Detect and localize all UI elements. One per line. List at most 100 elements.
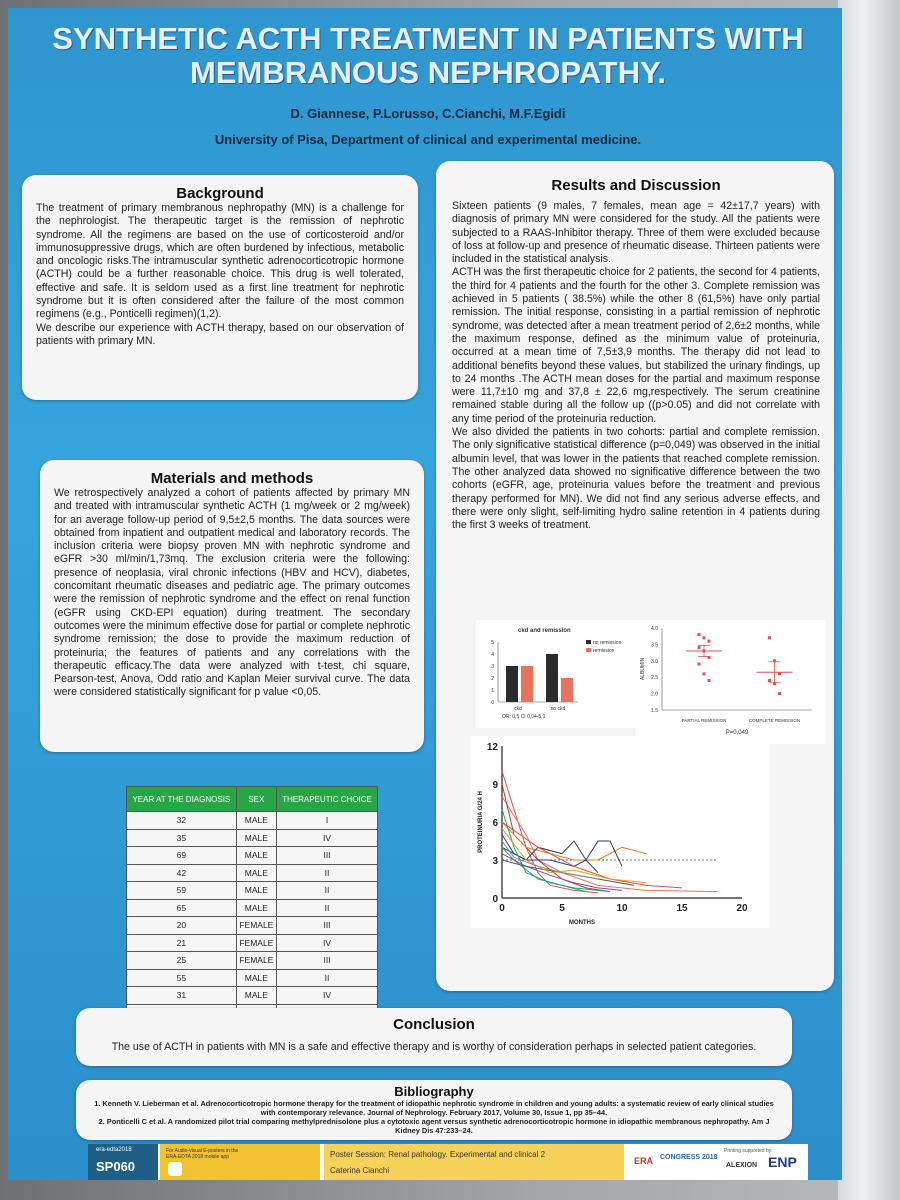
table-cell: III (276, 951, 378, 970)
y-tick-label: 2.0 (651, 692, 658, 698)
table-cell: 65 (126, 898, 237, 917)
y-tick-label: 1 (491, 688, 494, 694)
poster-board-frame (838, 0, 900, 1200)
poster-footer: era-edta2018 SP060 For Audio-visual E-po… (88, 1144, 808, 1180)
table-row: 20 FEMALE III (126, 916, 378, 935)
poster-authors: D. Giannese, P.Lorusso, C.Cianchi, M.F.E… (290, 106, 566, 121)
table-cell: FEMALE (235, 951, 278, 970)
x-tick-label: 0 (499, 903, 505, 914)
table-cell: II (276, 881, 378, 900)
table-cell: 59 (126, 881, 237, 900)
table-row: 69 MALE III (126, 846, 378, 865)
legend-swatch (586, 640, 591, 644)
table-row: 65 MALE II (126, 898, 378, 917)
table-row: 21 FEMALE IV (126, 933, 378, 952)
y-tick-label: 2.5 (651, 675, 658, 681)
y-axis-label: ALBUMIN (640, 658, 646, 681)
poster-code: SP060 (96, 1159, 136, 1174)
table-cell: II (276, 968, 378, 987)
series-line (501, 796, 719, 893)
background-heading: Background (176, 185, 264, 202)
chart-background (476, 620, 646, 728)
congress-code: era-edta2018 (96, 1147, 132, 1153)
poster: SYNTHETIC ACTH TREATMENT IN PATIENTS WIT… (8, 8, 842, 1180)
chart-annotation: OR: 0,5 CI 0,04-5,1 (502, 714, 546, 720)
methods-heading: Materials and methods (150, 470, 314, 487)
y-tick-label: 3.5 (651, 642, 658, 648)
data-point (768, 636, 771, 640)
legend-swatch (586, 648, 591, 652)
data-point (768, 678, 771, 682)
bibliography-text: 1. Kenneth V. Lieberman et al. Adrenocor… (94, 1099, 774, 1135)
table-cell: 55 (126, 968, 237, 987)
table-cell: MALE (235, 898, 278, 917)
data-point (707, 678, 711, 682)
ckd-remission-bar-chart: ckd and remission 0 1 2 3 4 5 ckd no ckd no remis… (476, 620, 646, 728)
x-axis-label: MONTHS (569, 920, 595, 926)
bibliography-heading: Bibliography (394, 1084, 474, 1099)
congress-logo: CONGRESS 2018 (660, 1154, 718, 1161)
results-heading: Results and Discussion (551, 177, 721, 194)
x-tick-label: PARTIAL REMISSION (682, 718, 727, 723)
bar (546, 654, 558, 702)
speaker-icon (168, 1162, 182, 1176)
y-tick-label: 6 (492, 818, 498, 829)
table-cell: MALE (235, 968, 278, 987)
methods-section: Materials and methods We retrospectively… (40, 460, 424, 752)
y-tick-label: 1.5 (651, 708, 658, 714)
y-tick-label: 3 (491, 664, 494, 670)
y-tick-label: 0 (491, 700, 494, 706)
data-point (773, 682, 776, 686)
table-cell: IV (276, 933, 378, 952)
y-tick-label: 4 (491, 652, 494, 658)
chart-background (636, 620, 826, 744)
patients-table: YEAR AT THE DIAGNOSIS SEX THERAPEUTIC CH… (126, 786, 378, 1040)
poster-id-block: era-edta2018 SP060 (88, 1144, 158, 1180)
enp-logo: ENP (768, 1154, 797, 1170)
table-cell: 31 (126, 986, 237, 1005)
data-point (702, 636, 706, 640)
chart-title: ckd and remission (518, 628, 571, 634)
bibliography-section: Bibliography 1. Kenneth V. Lieberman et … (76, 1080, 792, 1140)
table-cell: I (276, 811, 378, 830)
table-cell: III (276, 846, 378, 865)
table-row: 32 MALE I (126, 811, 378, 830)
table-cell: 32 (126, 811, 237, 830)
alexion-logo: ALEXION (726, 1162, 758, 1169)
data-point (697, 633, 701, 637)
y-tick-label: 12 (487, 742, 499, 753)
table-cell: 25 (126, 951, 237, 970)
series-line (501, 771, 599, 894)
table-cell: III (276, 916, 378, 935)
session-block: Poster Session: Renal pathology. Experim… (324, 1144, 624, 1180)
table-cell: MALE (235, 846, 278, 865)
bar (561, 678, 573, 702)
col-header-year: YEAR AT THE DIAGNOSIS (126, 786, 237, 812)
table-cell: 69 (126, 846, 237, 865)
bar (506, 666, 518, 702)
series-line (501, 840, 599, 880)
series-line (501, 821, 647, 861)
table-row: 59 MALE II (126, 881, 378, 900)
background-text: The treatment of primary membranous neph… (36, 202, 404, 347)
proteinuria-line-chart: 0 3 6 9 12 0 5 10 15 20 MONTHS PROTEINURIA G/24 H (470, 736, 770, 928)
x-tick-label: 10 (616, 903, 628, 914)
table-cell: II (276, 863, 378, 882)
series-line (501, 834, 599, 874)
col-header-sex: SEX (235, 786, 278, 812)
table-cell: 42 (126, 863, 237, 882)
data-point (778, 692, 781, 696)
x-tick-label: no ckd (551, 706, 566, 712)
data-point (697, 646, 701, 650)
table-cell: 20 (126, 916, 237, 935)
y-tick-label: 9 (492, 780, 498, 791)
methods-text: We retrospectively analyzed a cohort of … (54, 487, 410, 699)
series-line (501, 828, 647, 884)
table-row: 31 MALE IV (126, 986, 378, 1005)
bar (521, 666, 533, 702)
patients-table-header: YEAR AT THE DIAGNOSIS SEX THERAPEUTIC CH… (126, 786, 378, 812)
table-row: 42 MALE II (126, 863, 378, 882)
y-axis-label: PROTEINURIA G/24 H (478, 791, 484, 853)
data-point (697, 662, 701, 666)
data-point (778, 672, 781, 676)
